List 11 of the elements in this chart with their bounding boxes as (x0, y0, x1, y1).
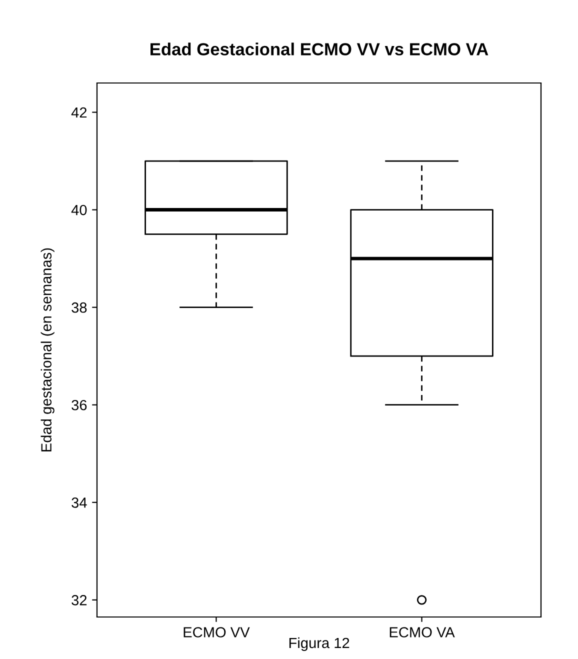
y-tick-label: 34 (72, 498, 87, 508)
y-tick-label: 40 (71, 204, 87, 216)
y-axis-title: Edad gestacional (en semanas) (40, 248, 54, 452)
y-tick-label: 36 (72, 400, 87, 410)
y-tick-label: 38 (72, 302, 87, 313)
y-tick-label: 32 (72, 595, 87, 606)
chart-title: Edad Gestacional ECMO VV vs ECMO VA (150, 42, 488, 56)
text: Figura 12 (289, 637, 350, 652)
y-tick-label: 42 (71, 107, 87, 118)
x-tick-label: ECMO VA (390, 627, 455, 638)
x-tick-label: ECMO VV (184, 627, 250, 638)
